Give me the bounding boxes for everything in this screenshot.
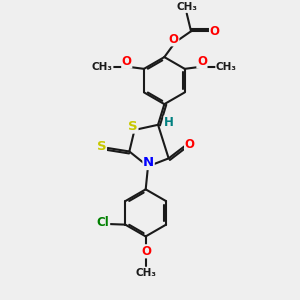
Text: N: N: [143, 157, 154, 169]
Text: O: O: [169, 33, 179, 46]
Text: S: S: [128, 120, 138, 133]
Text: O: O: [184, 138, 195, 152]
Text: CH₃: CH₃: [176, 2, 197, 12]
Text: CH₃: CH₃: [216, 61, 237, 72]
Text: CH₃: CH₃: [92, 61, 113, 72]
Text: H: H: [164, 116, 174, 129]
Text: S: S: [97, 140, 106, 153]
Text: O: O: [141, 245, 151, 258]
Text: CH₃: CH₃: [135, 268, 156, 278]
Text: O: O: [197, 55, 207, 68]
Text: O: O: [122, 55, 132, 68]
Text: Cl: Cl: [97, 216, 110, 230]
Text: O: O: [210, 25, 220, 38]
